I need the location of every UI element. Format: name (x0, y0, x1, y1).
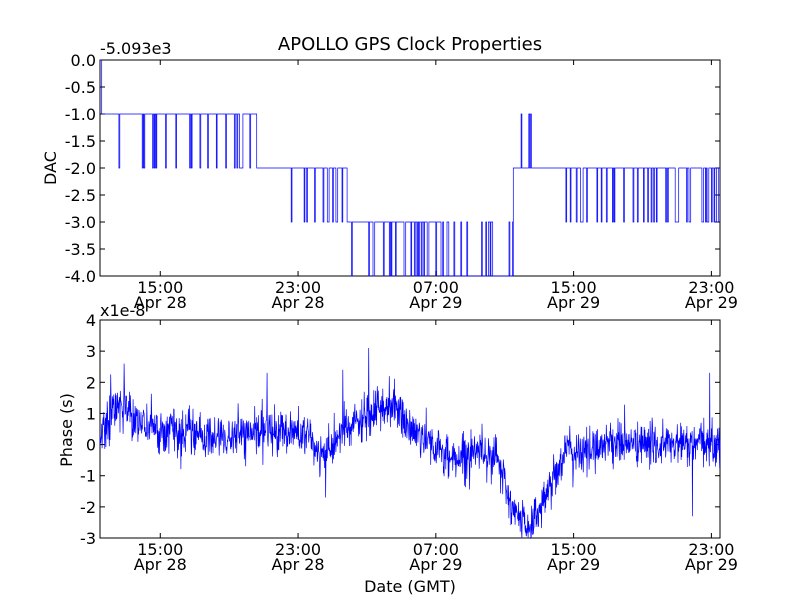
ytick-label: -2.5 (65, 186, 96, 205)
phase-ylabel: Phase (s) (57, 393, 76, 467)
ytick-label: 0.0 (71, 51, 96, 70)
xtick-date: Apr 28 (134, 555, 187, 574)
xtick-time: 07:00 (413, 278, 459, 297)
dac-yticks: -4.0 -3.5 -3.0 -2.5 -2.0 -1.5 -1.0 -0.5 0.0 (65, 51, 720, 286)
ytick-label: -0.5 (65, 78, 96, 97)
phase-xlabel: Date (GMT) (364, 577, 456, 596)
ytick-label: 4 (86, 311, 96, 330)
ytick-label: 2 (86, 373, 96, 392)
xtick-date: Apr 28 (271, 293, 324, 312)
xtick-time: 07:00 (413, 540, 459, 559)
ytick-label: -2.0 (65, 159, 96, 178)
xtick-time: 23:00 (275, 278, 321, 297)
xtick-time: 15:00 (551, 540, 597, 559)
chart-title: APOLLO GPS Clock Properties (278, 34, 542, 55)
xtick-time: 23:00 (688, 540, 734, 559)
ytick-label: -3.5 (65, 240, 96, 259)
ytick-label: -1.5 (65, 132, 96, 151)
xtick-date: Apr 29 (409, 555, 462, 574)
ytick-label: -1.0 (65, 105, 96, 124)
xtick-time: 15:00 (551, 278, 597, 297)
phase-offset-label: x1e-8 (100, 301, 145, 320)
dac-ylabel: DAC (41, 151, 60, 185)
xtick-date: Apr 28 (134, 293, 187, 312)
dac-panel: -5.093e3 DAC -4.0 -3.5 -3.0 -2.5 -2.0 -1.5 -1.… (41, 39, 738, 312)
xtick-date: Apr 29 (685, 555, 738, 574)
dac-series-line (100, 59, 720, 277)
ytick-label: 1 (86, 404, 96, 423)
xtick-time: 15:00 (137, 540, 183, 559)
xtick-date: Apr 28 (271, 555, 324, 574)
ytick-label: -2 (80, 498, 96, 517)
xtick-time: 15:00 (137, 278, 183, 297)
xtick-time: 23:00 (688, 278, 734, 297)
xtick-date: Apr 29 (685, 293, 738, 312)
xtick-date: Apr 29 (409, 293, 462, 312)
dac-offset-label: -5.093e3 (100, 39, 172, 58)
phase-series-line (99, 347, 721, 540)
ytick-label: -3.0 (65, 213, 96, 232)
xtick-date: Apr 29 (547, 555, 600, 574)
phase-panel: x1e-8 Phase (s) Date (GMT) -3 -2 -1 0 1 2 3 4 1… (57, 301, 738, 596)
ytick-label: -4.0 (65, 267, 96, 286)
ytick-label: 0 (86, 436, 96, 455)
xtick-date: Apr 29 (547, 293, 600, 312)
ytick-label: 3 (86, 342, 96, 361)
ytick-label: -1 (80, 467, 96, 486)
ytick-label: -3 (80, 529, 96, 548)
phase-yticks: -3 -2 -1 0 1 2 3 4 (80, 311, 720, 548)
phase-plot-frame (99, 319, 721, 539)
xtick-time: 23:00 (275, 540, 321, 559)
